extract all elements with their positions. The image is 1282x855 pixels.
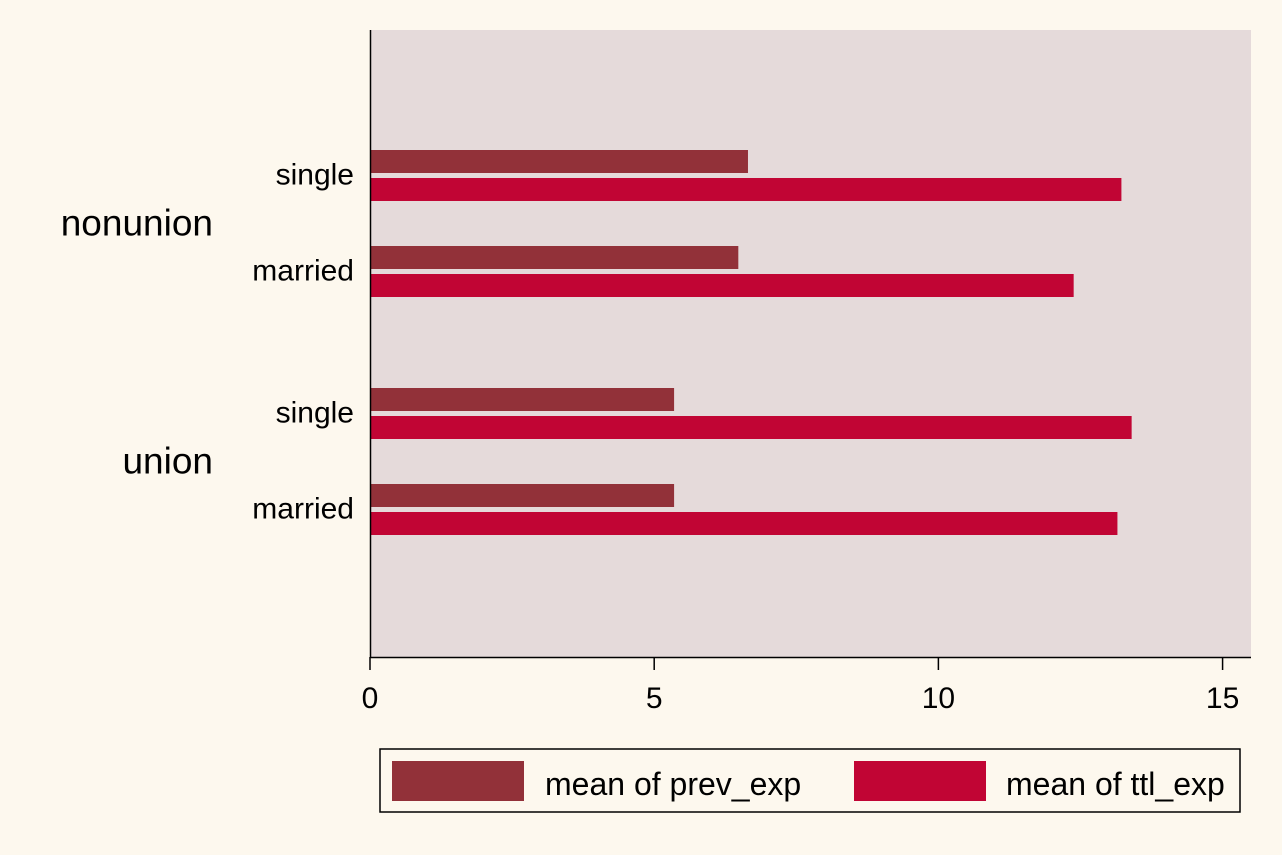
category-label: married [252, 255, 354, 288]
legend-swatch [392, 761, 524, 801]
bars-layer [370, 150, 1132, 535]
bar-mean-of-prev-exp-nonunion-married [370, 246, 739, 269]
legend-swatch [854, 761, 986, 801]
x-tick-label: 15 [1206, 682, 1239, 715]
bar-mean-of-ttl-exp-union-married [370, 512, 1118, 535]
bar-mean-of-prev-exp-nonunion-single [370, 150, 748, 173]
plot-area [370, 30, 1251, 657]
bar-mean-of-ttl-exp-union-single [370, 416, 1132, 439]
legend: mean of prev_exp mean of ttl_exp [379, 748, 1241, 813]
category-label: married [252, 493, 354, 526]
x-tick-label: 5 [646, 682, 663, 715]
bar-mean-of-ttl-exp-nonunion-married [370, 274, 1074, 297]
bar-mean-of-prev-exp-union-single [370, 388, 675, 411]
y-axis-labels: single married nonunion single married union [61, 159, 354, 526]
group-label: nonunion [61, 203, 213, 244]
bar-mean-of-ttl-exp-nonunion-single [370, 178, 1122, 201]
category-label: single [276, 397, 354, 430]
legend-label: mean of ttl_exp [1006, 766, 1225, 802]
x-tick-label: 10 [922, 682, 955, 715]
bar-mean-of-prev-exp-union-married [370, 484, 675, 507]
category-label: single [276, 159, 354, 192]
x-tick-label: 0 [362, 682, 379, 715]
group-label: union [122, 441, 213, 482]
legend-label: mean of prev_exp [545, 766, 801, 802]
x-axis-ticks: 0 5 10 15 [362, 657, 1239, 715]
